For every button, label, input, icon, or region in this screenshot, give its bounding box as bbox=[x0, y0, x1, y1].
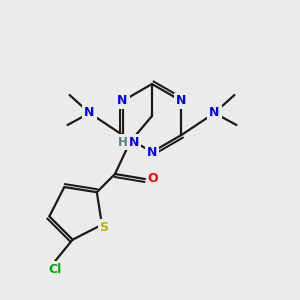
Text: N: N bbox=[117, 94, 128, 107]
Text: H: H bbox=[118, 136, 128, 148]
Text: N: N bbox=[147, 146, 157, 158]
Text: N: N bbox=[209, 106, 220, 119]
Text: S: S bbox=[99, 221, 108, 234]
Text: O: O bbox=[148, 172, 158, 185]
Text: N: N bbox=[84, 106, 95, 119]
Text: N: N bbox=[176, 94, 187, 107]
Text: N: N bbox=[129, 136, 139, 148]
Text: Cl: Cl bbox=[48, 263, 61, 276]
